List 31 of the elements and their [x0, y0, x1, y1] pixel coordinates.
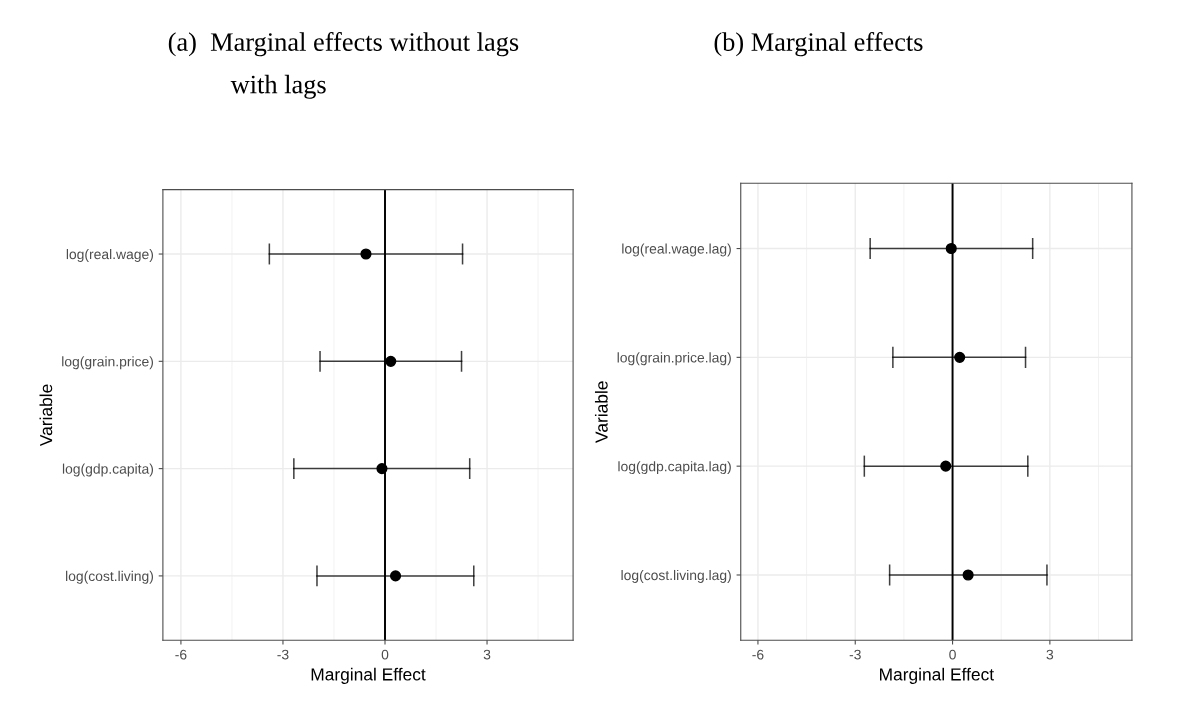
- x-tick-label: -3: [277, 649, 289, 660]
- point: [376, 463, 388, 475]
- x-tick-label: -3: [849, 649, 861, 660]
- y-axis-title: Variable: [594, 381, 608, 443]
- y-tick-label: log(gdp.capita.lag): [618, 461, 731, 475]
- x-axis-title: Marginal Effect: [880, 667, 994, 684]
- y-tick-label: log(real.wage.lag): [622, 243, 731, 257]
- x-tick-label: -6: [752, 649, 764, 660]
- y-tick-label: log(grain.price.lag): [617, 352, 731, 366]
- y-tick-label: log(grain.price): [62, 356, 154, 370]
- point: [962, 569, 974, 581]
- x-tick-label: 3: [1046, 649, 1054, 660]
- point: [954, 351, 966, 363]
- x-tick-label: 3: [483, 649, 491, 660]
- x-tick-label: -6: [175, 649, 187, 660]
- x-tick-label: 0: [381, 649, 389, 660]
- point: [945, 242, 957, 255]
- x-axis-title: Marginal Effect: [311, 667, 426, 684]
- y-tick-label: log(real.wage): [66, 249, 154, 262]
- chart-subtitle: with lags: [230, 74, 326, 99]
- x-tick-label: 0: [949, 649, 956, 660]
- y-tick-label: log(cost.living.lag): [621, 569, 731, 583]
- point: [940, 460, 952, 472]
- chart-title: (b) Marginal effects: [714, 32, 923, 57]
- y-tick-label: log(cost.living): [66, 570, 154, 584]
- y-axis-title: Variable: [39, 384, 53, 447]
- point: [360, 248, 372, 260]
- chart-title: (a) Marginal effects without lags: [168, 32, 519, 57]
- point: [389, 570, 402, 582]
- point: [385, 355, 397, 367]
- y-tick-label: log(gdp.capita): [62, 463, 154, 477]
